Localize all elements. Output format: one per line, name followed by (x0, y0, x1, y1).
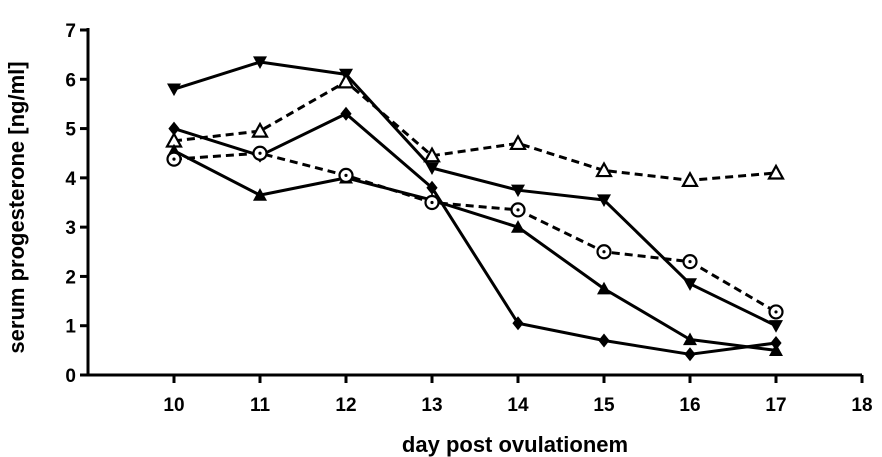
x-tick-label: 10 (163, 395, 184, 416)
marker-circle-dot (172, 157, 176, 161)
marker-triangle-down (511, 184, 525, 198)
marker-diamond (598, 333, 610, 348)
series-3 (168, 106, 782, 362)
series-5 (166, 145, 784, 320)
series-2 (165, 72, 785, 188)
marker-circle-dot (516, 208, 520, 212)
y-tick-label: 5 (65, 120, 76, 141)
marker-circle-dot (258, 151, 262, 155)
series-4-line (173, 149, 777, 352)
marker-triangle-up (597, 281, 611, 295)
marker-triangle-up-open (509, 134, 527, 151)
marker-triangle-up (769, 343, 783, 356)
y-tick-label: 3 (65, 218, 76, 239)
y-tick-label: 4 (65, 169, 76, 190)
marker-triangle-up-open (681, 171, 699, 188)
x-tick-label: 11 (250, 395, 271, 416)
x-tick-label: 15 (593, 395, 615, 416)
marker-triangle-down (597, 194, 611, 208)
y-axis-title: serum progesterone [ng/ml] (4, 61, 29, 353)
marker-triangle-up (511, 220, 525, 233)
marker-circle-dot (430, 200, 434, 205)
x-axis-title: day post ovulationem (402, 432, 628, 457)
marker-triangle-up-open (337, 72, 355, 89)
x-tick-label: 18 (851, 395, 872, 416)
x-tick-label: 14 (507, 395, 529, 416)
axes-layer (86, 28, 862, 377)
marker-diamond (512, 316, 524, 331)
marker-circle-dot (774, 310, 778, 314)
y-tick-label: 6 (65, 70, 76, 91)
marker-triangle-down (683, 278, 697, 291)
y-tick-label: 0 (65, 366, 76, 387)
marker-diamond (426, 180, 438, 195)
x-tick-label: 17 (765, 395, 786, 416)
marker-diamond (340, 106, 352, 121)
marker-triangle-up-open (251, 121, 269, 138)
marker-triangle-up-open (423, 146, 441, 163)
marker-triangle-up (683, 332, 697, 346)
marker-triangle-up-open (767, 163, 785, 180)
series-layer (165, 56, 785, 362)
marker-triangle-up (253, 188, 267, 201)
marker-diamond (168, 121, 180, 136)
marker-diamond (684, 347, 696, 362)
marker-triangle-down (769, 320, 783, 333)
marker-triangle-down (425, 162, 439, 175)
marker-diamond (770, 335, 782, 350)
x-tick-label: 16 (679, 395, 700, 416)
marker-circle-dot (688, 260, 692, 264)
y-tick-label: 7 (65, 21, 76, 42)
y-tick-label: 1 (65, 317, 76, 338)
marker-circle-dot (602, 250, 606, 254)
x-tick-label: 12 (335, 395, 356, 416)
marker-triangle-down (253, 56, 267, 70)
marker-triangle-up-open (595, 161, 613, 178)
series-2-line (173, 80, 777, 182)
series-3-line (173, 112, 777, 356)
series-5-line (173, 151, 777, 314)
marker-circle-dot (344, 173, 348, 177)
marker-triangle-down (167, 83, 181, 97)
y-tick-label: 2 (65, 267, 76, 288)
series-1 (167, 56, 783, 333)
series-1-line (173, 60, 777, 328)
x-tick-label: 13 (421, 395, 442, 416)
